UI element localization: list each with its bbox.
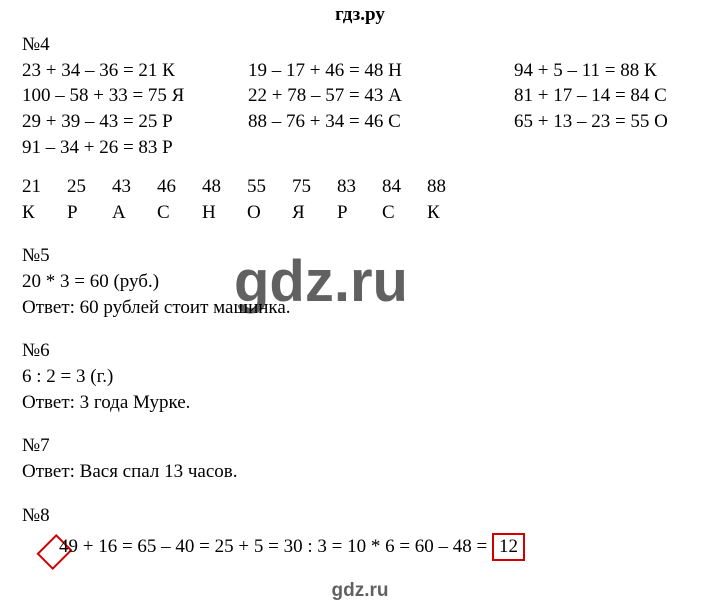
p4-col2: 19 – 17 + 46 = 48 Н 22 + 78 – 57 = 43 А …: [248, 58, 514, 161]
lookup-cell: 84С: [382, 174, 427, 225]
lookup-cell: 88К: [427, 174, 472, 225]
p4-eq: 100 – 58 + 33 = 75 Я: [22, 83, 248, 109]
p6-answer: Ответ: 3 года Мурке.: [22, 390, 720, 416]
p8-end-value: 12: [499, 536, 518, 558]
p4-col3: 94 + 5 – 11 = 88 К 81 + 17 – 14 = 84 С 6…: [514, 58, 720, 161]
lookup-cell: 21К: [22, 174, 67, 225]
p7-header: №7: [22, 433, 720, 459]
lookup-cell: 55О: [247, 174, 292, 225]
p4-eq: 19 – 17 + 46 = 48 Н: [248, 58, 514, 84]
p4-header: №4: [22, 32, 720, 58]
brand-header: гдз.ру: [0, 0, 720, 32]
lookup-cell: 75Я: [292, 174, 337, 225]
p4-eq: 81 + 17 – 14 = 84 С: [514, 83, 720, 109]
p4-eq: 22 + 78 – 57 = 43 А: [248, 83, 514, 109]
p4-eq: 23 + 34 – 36 = 21 К: [22, 58, 248, 84]
p5-line: 20 * 3 = 60 (руб.): [22, 269, 720, 295]
p4-eq: 88 – 76 + 34 = 46 С: [248, 109, 514, 135]
p8-header: №8: [22, 503, 720, 529]
lookup-cell: 48Н: [202, 174, 247, 225]
brand-text: гдз.ру: [335, 4, 385, 25]
p4-eq: 94 + 5 – 11 = 88 К: [514, 58, 720, 84]
p7-answer: Ответ: Вася спал 13 часов.: [22, 459, 720, 485]
p8-square-icon: 12: [492, 533, 525, 561]
lookup-cell: 25Р: [67, 174, 112, 225]
lookup-cell: 43А: [112, 174, 157, 225]
p8-chain-text: + 16 = 65 – 40 = 25 + 5 = 30 : 3 = 10 * …: [78, 536, 492, 558]
p6-line: 6 : 2 = 3 (г.): [22, 364, 720, 390]
p4-columns: 23 + 34 – 36 = 21 К 100 – 58 + 33 = 75 Я…: [22, 58, 720, 161]
p5-header: №5: [22, 243, 720, 269]
p4-col1: 23 + 34 – 36 = 21 К 100 – 58 + 33 = 75 Я…: [22, 58, 248, 161]
p5-answer: Ответ: 60 рублей стоит машинка.: [22, 295, 720, 321]
p8-chain: 49 + 16 = 65 – 40 = 25 + 5 = 30 : 3 = 10…: [22, 528, 720, 566]
solutions-content: №4 23 + 34 – 36 = 21 К 100 – 58 + 33 = 7…: [0, 32, 720, 566]
p6-header: №6: [22, 338, 720, 364]
p4-eq: 91 – 34 + 26 = 83 Р: [22, 135, 248, 161]
lookup-cell: 83Р: [337, 174, 382, 225]
p4-eq: 65 + 13 – 23 = 55 О: [514, 109, 720, 135]
p4-lookup-table: 21К 25Р 43А 46С 48Н 55О 75Я 83Р 84С 88К: [22, 174, 720, 225]
lookup-cell: 46С: [157, 174, 202, 225]
p8-start-value: 49: [59, 536, 78, 558]
watermark-small: gdz.ru: [0, 580, 720, 602]
p8-diamond-icon: 49: [36, 528, 78, 566]
p4-eq: 29 + 39 – 43 = 25 Р: [22, 109, 248, 135]
